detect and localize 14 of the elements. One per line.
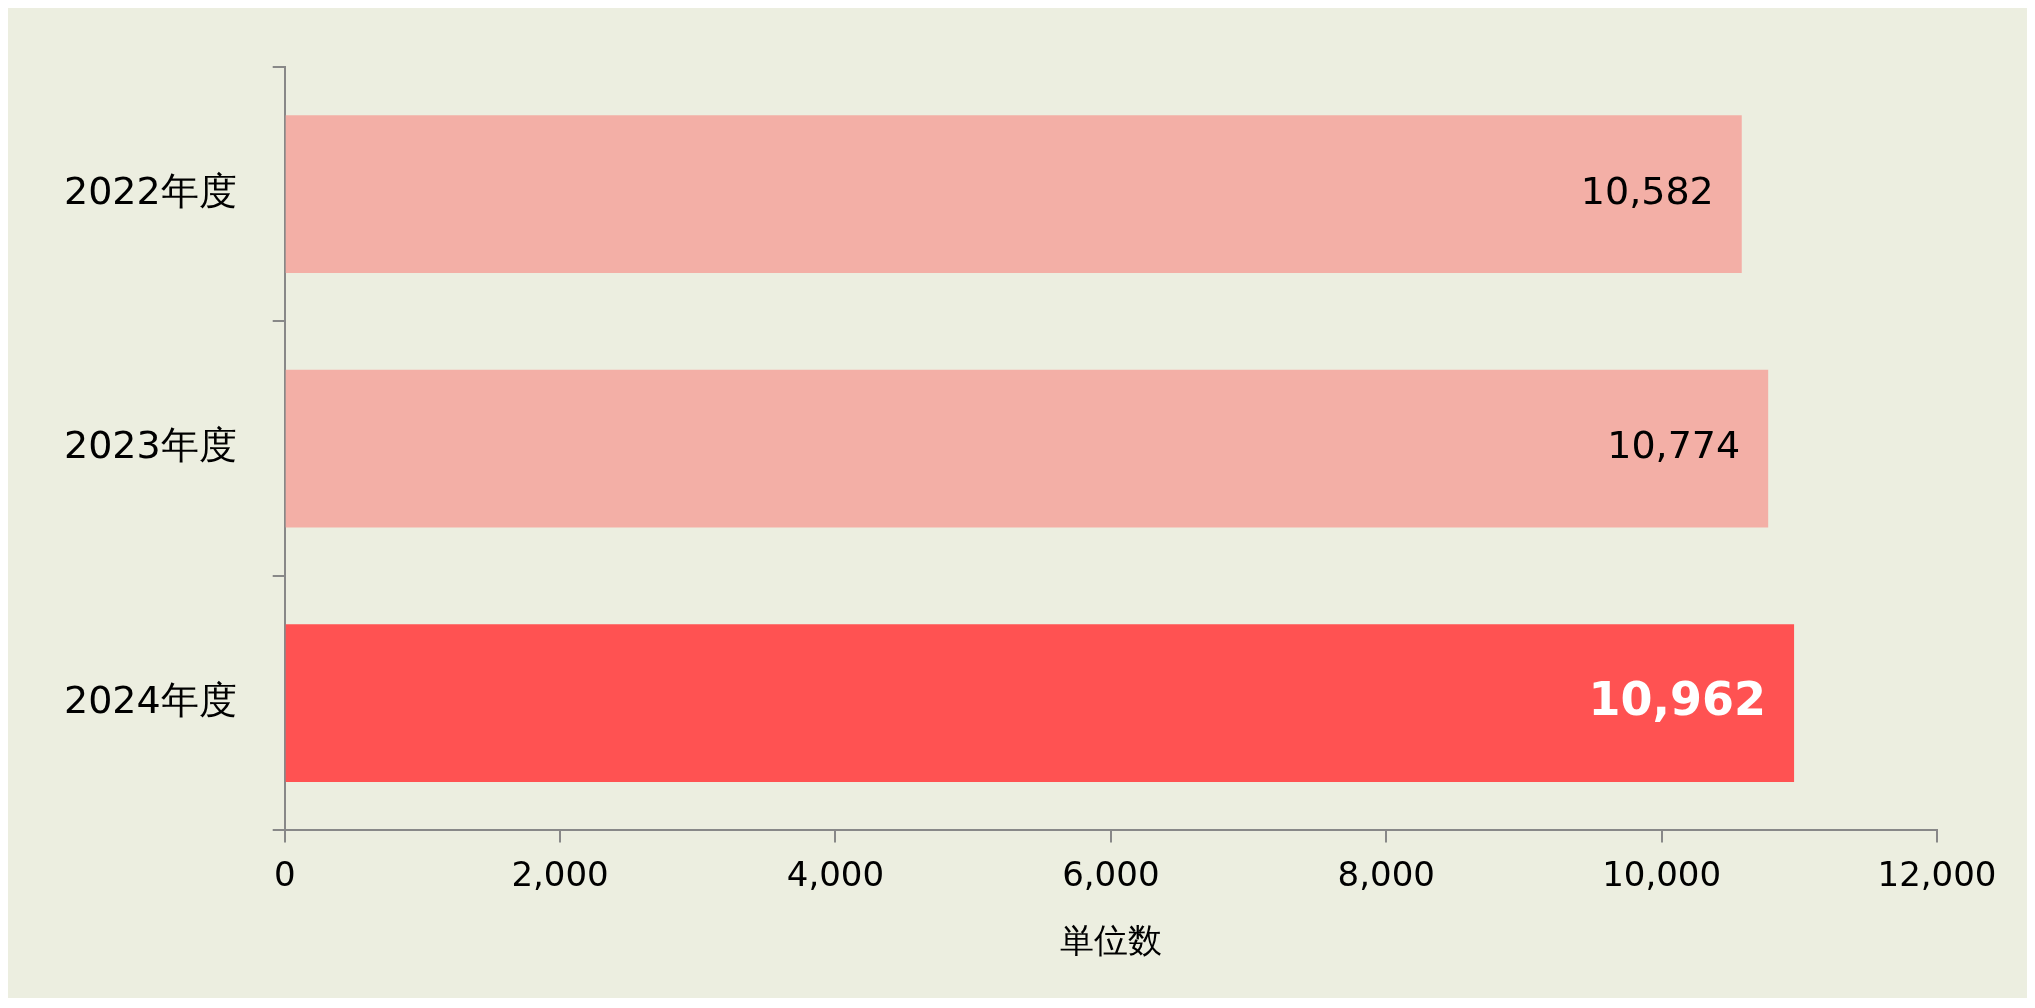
x-tick-label: 4,000: [786, 853, 885, 894]
x-tick-label: 0: [273, 853, 296, 894]
x-tick-label: 6,000: [1062, 853, 1160, 894]
data-label: 10,962: [1588, 672, 1767, 727]
y-tick-label: 2023年度: [63, 423, 237, 468]
data-label: 10,774: [1607, 423, 1741, 468]
x-tick-label: 10,000: [1602, 853, 1722, 894]
x-tick-label: 8,000: [1337, 853, 1435, 894]
data-label: 10,582: [1580, 168, 1714, 213]
x-tick-label: 12,000: [1877, 853, 1997, 894]
y-tick-label: 2022年度: [63, 168, 237, 213]
x-axis-title: 単位数: [1059, 920, 1162, 961]
y-tick-label: 2024年度: [63, 678, 237, 723]
x-tick-label: 2,000: [511, 853, 609, 894]
